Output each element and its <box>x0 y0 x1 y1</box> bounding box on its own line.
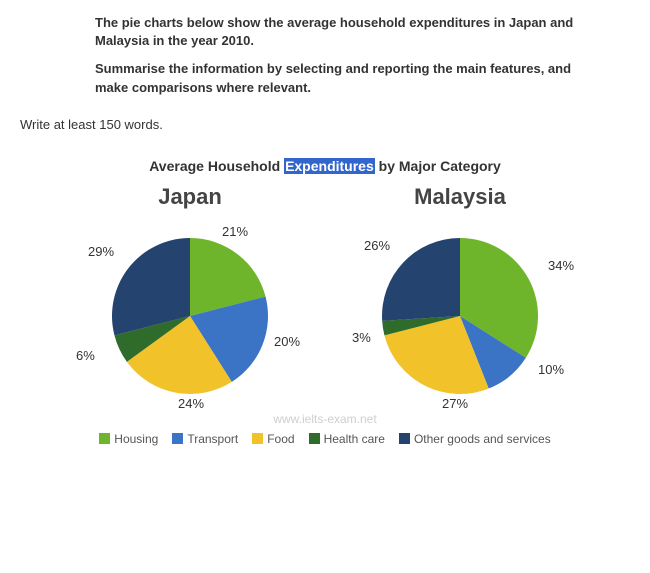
chart-heading-pre: Average Household <box>149 158 284 174</box>
legend-item-other: Other goods and services <box>399 432 551 446</box>
pct-label-other: 29% <box>88 244 114 259</box>
pie-wrap: 34% 10% 27% 3% 26% <box>340 216 580 416</box>
legend-swatch <box>309 433 320 444</box>
word-count-instruction: Write at least 150 words. <box>0 113 650 140</box>
pie-wrap: 21% 20% 24% 6% 29% <box>70 216 310 416</box>
pct-label-health: 6% <box>76 348 95 363</box>
pct-label-health: 3% <box>352 330 371 345</box>
pct-label-housing: 34% <box>548 258 574 273</box>
pct-label-housing: 21% <box>222 224 248 239</box>
legend-label: Transport <box>187 432 238 446</box>
legend-item-transport: Transport <box>172 432 238 446</box>
pct-label-transport: 10% <box>538 362 564 377</box>
legend-swatch <box>172 433 183 444</box>
legend-swatch <box>399 433 410 444</box>
task-prompt: The pie charts below show the average ho… <box>0 0 650 113</box>
legend-label: Other goods and services <box>414 432 551 446</box>
pct-label-food: 24% <box>178 396 204 411</box>
charts-row: Japan21% 20% 24% 6% 29% Malaysia 34% 10% 27% 3% 26… <box>0 184 650 416</box>
pct-label-other: 26% <box>364 238 390 253</box>
pct-label-transport: 20% <box>274 334 300 349</box>
prompt-line-2: Summarise the information by selecting a… <box>95 60 590 96</box>
legend-item-health: Health care <box>309 432 385 446</box>
legend-item-housing: Housing <box>99 432 158 446</box>
chart-heading-highlight: Expenditures <box>284 158 375 174</box>
legend-swatch <box>252 433 263 444</box>
pie-block: Malaysia 34% 10% 27% 3% 26% <box>340 184 580 416</box>
legend-swatch <box>99 433 110 444</box>
legend: Housing Transport Food Health care Other goo… <box>0 432 650 446</box>
pie-slice-other <box>382 238 460 321</box>
legend-item-food: Food <box>252 432 294 446</box>
pie-block: Japan21% 20% 24% 6% 29% <box>70 184 310 416</box>
pct-label-food: 27% <box>442 396 468 411</box>
pie-title: Japan <box>158 184 222 210</box>
prompt-line-1: The pie charts below show the average ho… <box>95 14 590 50</box>
legend-label: Housing <box>114 432 158 446</box>
legend-label: Food <box>267 432 294 446</box>
chart-heading: Average Household Expenditures by Major … <box>0 158 650 174</box>
chart-heading-post: by Major Category <box>375 158 501 174</box>
legend-label: Health care <box>324 432 385 446</box>
pie-title: Malaysia <box>414 184 506 210</box>
